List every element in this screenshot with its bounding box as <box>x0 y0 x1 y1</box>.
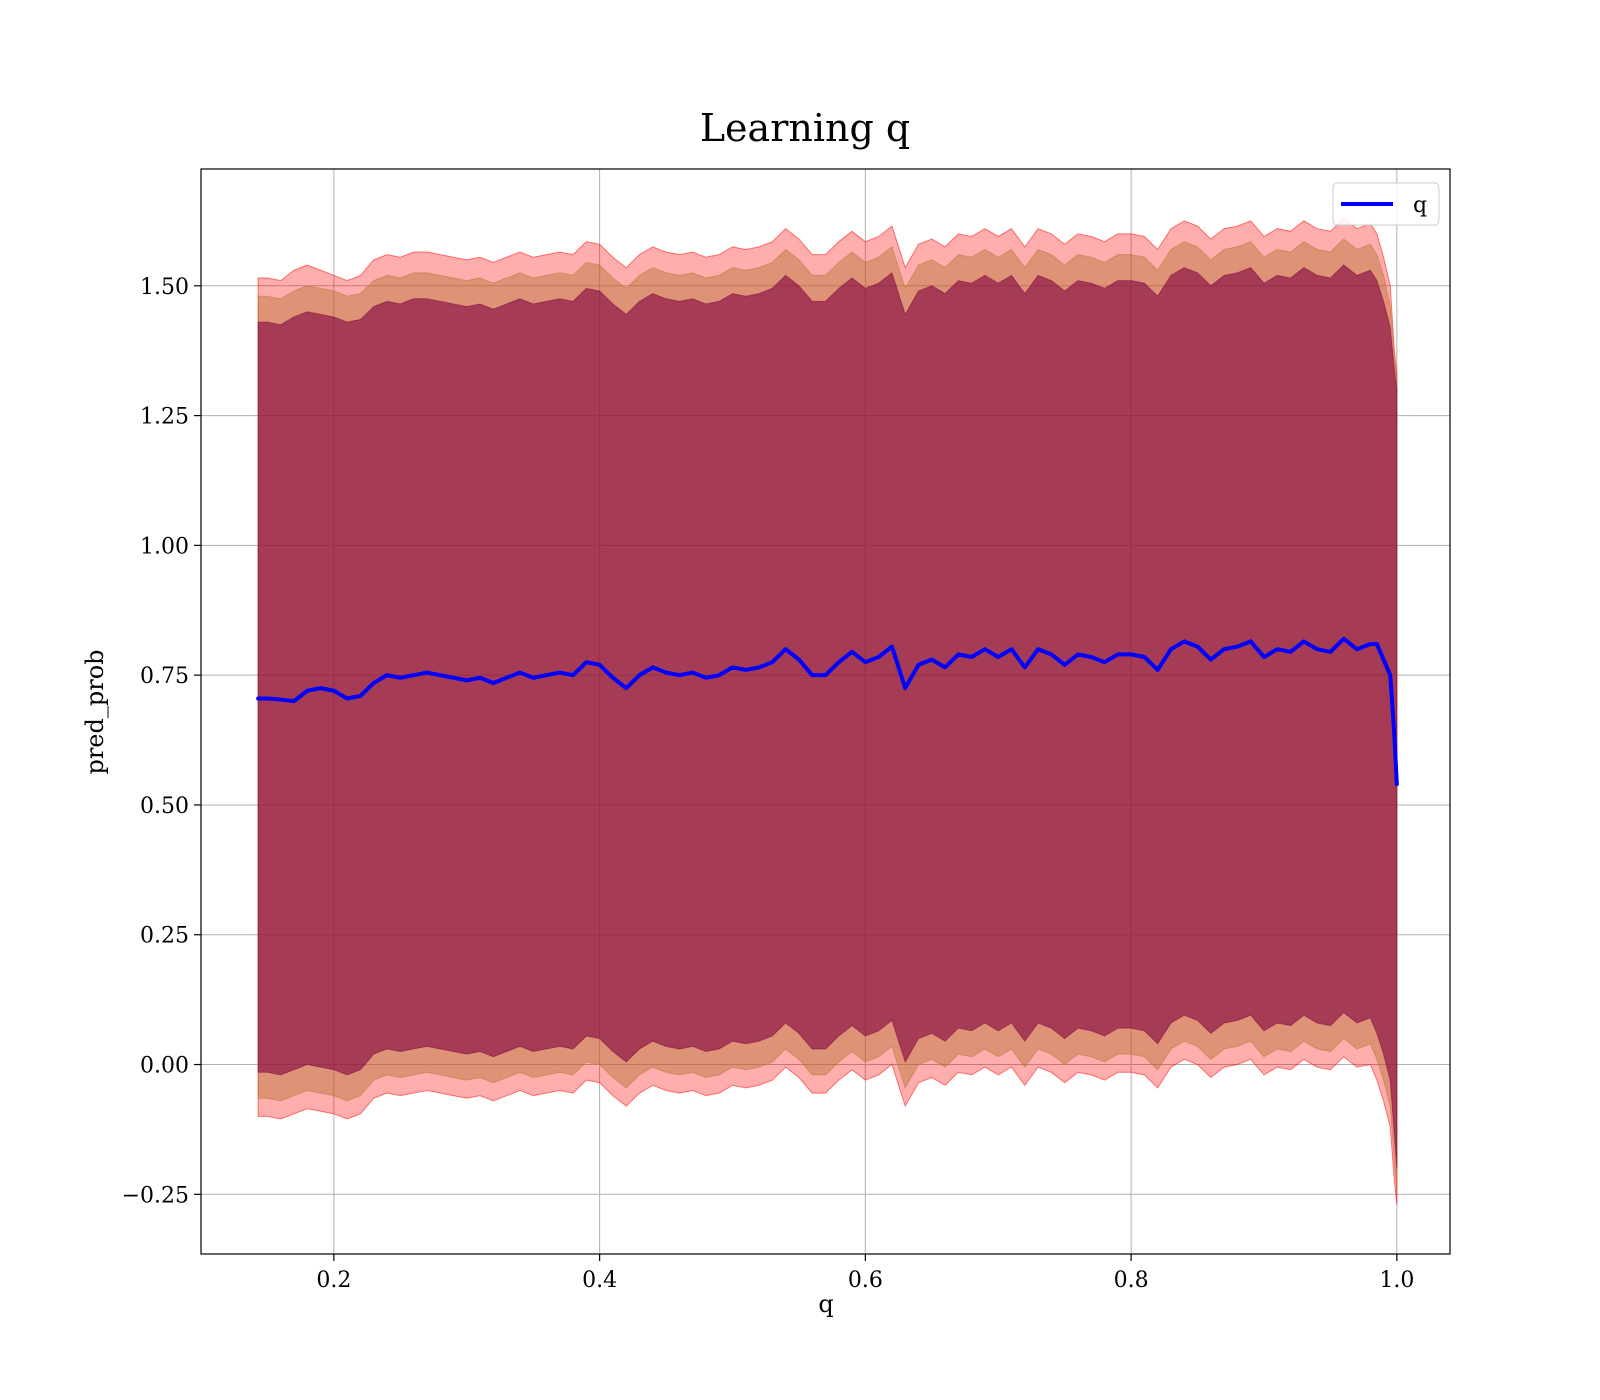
y-tick-label: −0.25 <box>122 1183 189 1208</box>
y-tick-label: 0.50 <box>140 794 189 819</box>
y-tick-label: 1.00 <box>140 534 189 559</box>
x-tick-label: 0.4 <box>582 1268 617 1293</box>
band-inner-band <box>257 264 1398 1169</box>
y-tick-label: 0.75 <box>140 664 189 689</box>
x-tick-label: 0.2 <box>316 1268 351 1293</box>
confidence-bands <box>257 217 1398 1205</box>
chart-title: Learning q <box>700 106 910 150</box>
x-axis-label: q <box>818 1290 833 1318</box>
y-axis-label: pred_prob <box>81 649 109 774</box>
x-tick-label: 1.0 <box>1379 1268 1414 1293</box>
legend-entry-q: q <box>1413 193 1427 218</box>
plot-area-frame <box>200 168 1451 1255</box>
x-tick-label: 0.8 <box>1114 1268 1149 1293</box>
series-line-q <box>256 636 1399 787</box>
y-tick-label: 1.25 <box>140 405 189 430</box>
y-tick-label: 1.50 <box>140 275 189 300</box>
x-axis-ticks: 0.2 0.4 0.6 0.8 1.0 <box>316 1254 1414 1293</box>
y-axis-ticks: −0.25 0.00 0.25 0.50 0.75 1.00 1.25 1.50 <box>122 275 201 1208</box>
legend: q <box>1332 182 1440 226</box>
y-tick-label: 0.00 <box>140 1054 189 1079</box>
x-tick-label: 0.6 <box>848 1268 883 1293</box>
series-lines <box>256 636 1399 787</box>
y-tick-label: 0.25 <box>140 924 189 949</box>
